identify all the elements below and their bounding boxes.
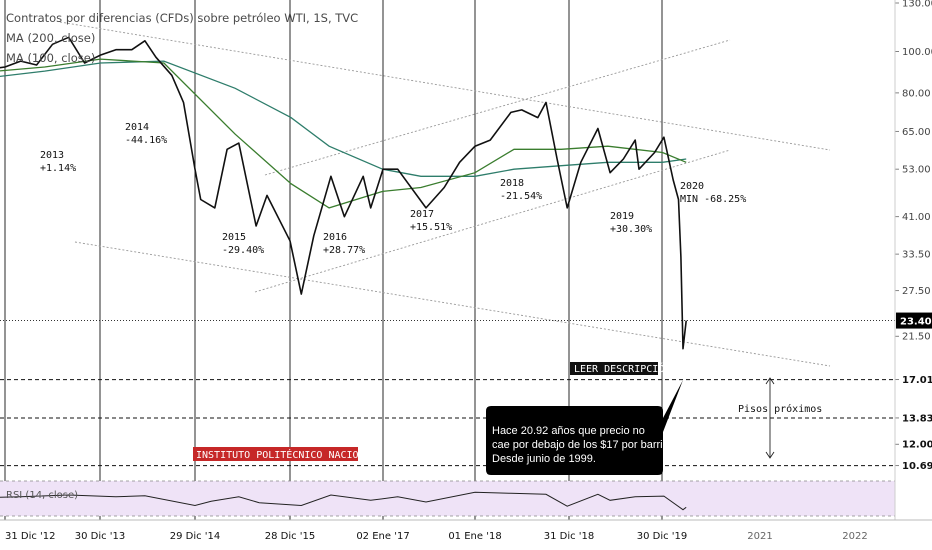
support-lines: [0, 320, 895, 467]
annotation-change: -29.40%: [222, 245, 264, 256]
callout-line-3: Desde junio de 1999.: [492, 453, 596, 465]
annotation-year: 2014: [125, 122, 149, 133]
x-tick-label: 29 Dic '14: [170, 531, 221, 542]
annotation-change: +30.30%: [610, 224, 652, 235]
support-label: Pisos próximos: [738, 403, 822, 415]
callout-line-1: Hace 20.92 años que precio no: [492, 425, 645, 437]
y-tick-label: 65.00: [902, 127, 931, 138]
annotation-year: 2015: [222, 232, 246, 243]
trendline-lower: [74, 241, 831, 367]
annotation-change: +15.51%: [410, 222, 452, 233]
ma100-line: [0, 58, 687, 209]
read-description-text: LEER DESCRIPCIÓN: [574, 362, 670, 375]
y-tick-label: 33.50: [902, 250, 931, 261]
annotation-change: MIN -68.25%: [680, 194, 746, 205]
y-tick-label: 27.50: [902, 286, 931, 297]
institute-banner: INSTITUTO POLITÉCNICO NACIONAL: [193, 447, 377, 461]
rsi-line: [0, 491, 687, 511]
x-tick-label: 2021: [747, 531, 772, 542]
x-tick-label: 30 Dic '13: [75, 531, 126, 542]
x-tick-label: 01 Ene '18: [448, 531, 501, 542]
y-tick-label: 17.01: [902, 375, 932, 386]
y-tick-label: 12.00: [902, 440, 932, 451]
chart-title: Contratos por diferencias (CFDs) sobre p…: [6, 11, 359, 25]
x-tick-label: 28 Dic '15: [265, 531, 316, 542]
annotation-year: 2016: [323, 232, 347, 243]
y-tick-label: 80.00: [902, 88, 931, 99]
y-tick-label: 100.00: [902, 47, 932, 58]
annotation-year: 2018: [500, 178, 524, 189]
ma200-legend[interactable]: MA (200, close): [6, 31, 96, 45]
y-tick-label: 130.00: [902, 0, 932, 10]
annotation-year: 2017: [410, 209, 434, 220]
support-bracket: Pisos próximos: [738, 377, 822, 459]
x-tick-label: 2022: [842, 531, 867, 542]
price-line: [0, 36, 687, 350]
year-annotations: 2013 +1.14% 2014 -44.16% 2015 -29.40% 2016 +28.…: [40, 122, 746, 256]
y-tick-label: 13.83: [902, 413, 932, 424]
x-tick-label: 30 Dic '19: [637, 531, 688, 542]
rsi-panel: RSI (14, close): [0, 480, 895, 517]
annotation-year: 2019: [610, 211, 634, 222]
current-price-label: 23.40: [900, 317, 932, 328]
y-axis: 130.00 100.00 80.00 65.00 53.00 41.00 33.50 27.…: [894, 0, 932, 520]
rsi-label: RSI (14, close): [6, 490, 78, 501]
annotation-change: +1.14%: [40, 163, 76, 174]
institute-text: INSTITUTO POLITÉCNICO NACIONAL: [196, 448, 377, 461]
x-tick-label: 31 Dic '18: [544, 531, 595, 542]
ma100-legend[interactable]: MA (100, close): [6, 51, 96, 65]
annotation-year: 2013: [40, 150, 64, 161]
x-tick-label: 02 Ene '17: [356, 531, 409, 542]
trendline-channel-bottom: [254, 149, 731, 293]
y-tick-label: 41.00: [902, 212, 931, 223]
x-axis: 31 Dic '12 30 Dic '13 29 Dic '14 28 Dic '15…: [0, 519, 932, 542]
annotation-change: +28.77%: [323, 245, 365, 256]
chart-header: Contratos por diferencias (CFDs) sobre p…: [6, 8, 358, 68]
y-tick-label: 53.00: [902, 165, 931, 176]
y-tick-label: 21.50: [902, 332, 931, 343]
y-tick-label: 10.69: [902, 461, 932, 472]
current-price-badge: [896, 312, 932, 329]
series-layer: [0, 36, 687, 350]
rsi-band: [0, 481, 895, 516]
annotation-change: -21.54%: [500, 191, 542, 202]
read-description-banner: LEER DESCRIPCIÓN: [570, 362, 670, 375]
annotation-year: 2020: [680, 181, 704, 192]
callout-box: Hace 20.92 años que precio no cae por de…: [486, 380, 683, 475]
annotation-change: -44.16%: [125, 135, 167, 146]
callout-line-2: cae por debajo de los $17 por barril.: [492, 439, 668, 451]
x-tick-label: 31 Dic '12: [5, 531, 56, 542]
